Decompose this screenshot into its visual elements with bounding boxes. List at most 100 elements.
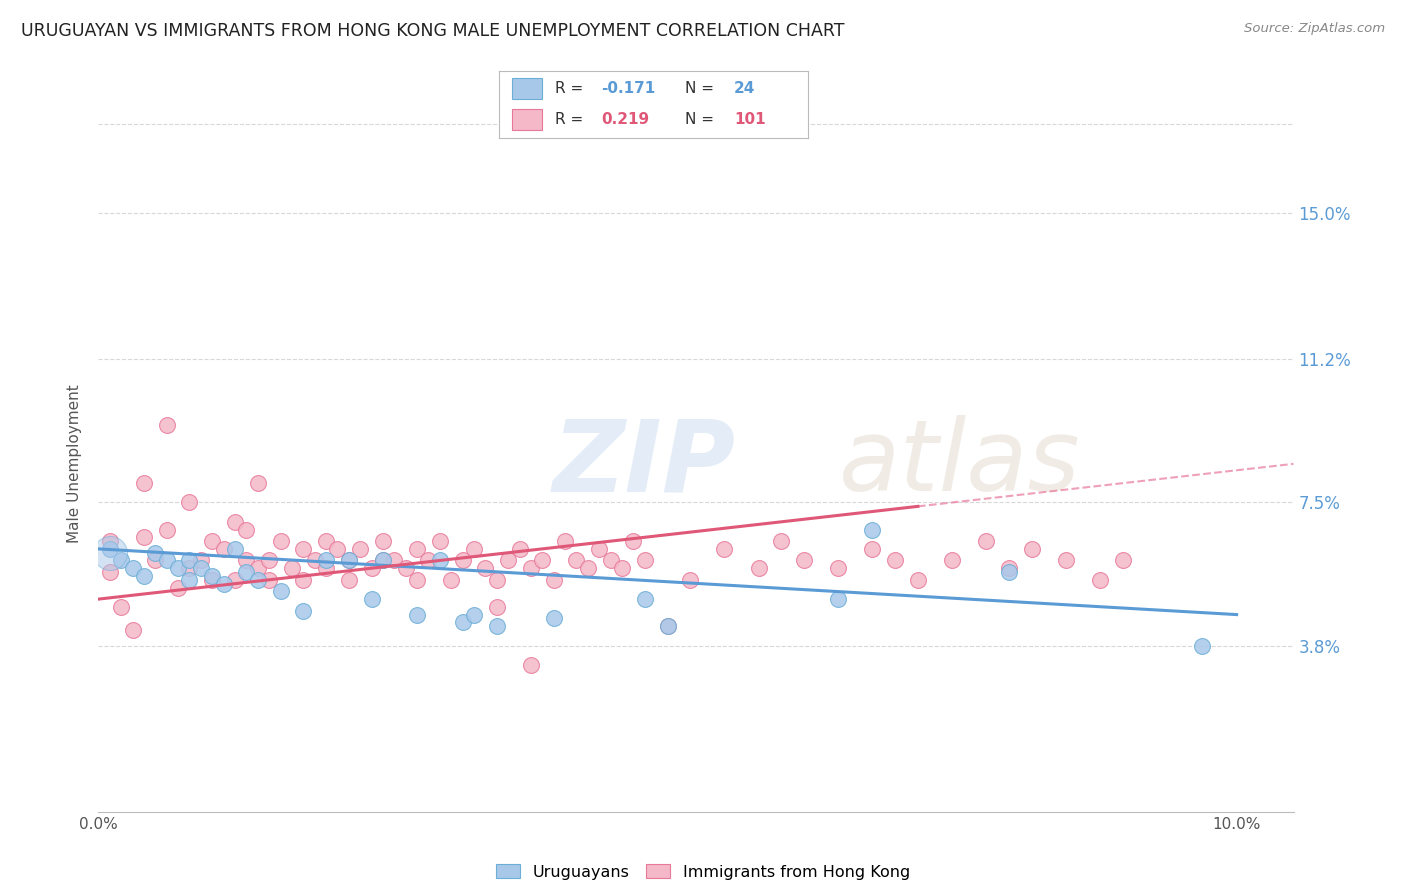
- Point: [998, 561, 1021, 575]
- Point: [543, 611, 565, 625]
- Point: [406, 573, 429, 587]
- Point: [224, 515, 246, 529]
- Point: [98, 565, 121, 579]
- Point: [485, 573, 508, 587]
- FancyBboxPatch shape: [512, 78, 543, 99]
- Point: [257, 573, 280, 587]
- Point: [304, 553, 326, 567]
- Point: [998, 565, 1021, 579]
- Point: [235, 553, 257, 567]
- Point: [941, 553, 963, 567]
- Point: [884, 553, 907, 567]
- Point: [440, 573, 463, 587]
- Point: [292, 604, 315, 618]
- Point: [190, 561, 212, 575]
- Point: [132, 476, 155, 491]
- Point: [98, 541, 121, 556]
- Point: [1112, 553, 1135, 567]
- Text: -0.171: -0.171: [602, 81, 655, 96]
- Point: [657, 619, 679, 633]
- Point: [474, 561, 496, 575]
- Point: [212, 576, 235, 591]
- Point: [1054, 553, 1077, 567]
- Point: [610, 561, 633, 575]
- Point: [315, 534, 337, 549]
- Point: [292, 573, 315, 587]
- Point: [576, 561, 599, 575]
- Point: [860, 541, 883, 556]
- Point: [429, 534, 451, 549]
- Point: [406, 541, 429, 556]
- Point: [337, 553, 360, 567]
- Point: [599, 553, 621, 567]
- Point: [509, 541, 531, 556]
- Point: [190, 553, 212, 567]
- Point: [496, 553, 519, 567]
- Point: [143, 546, 166, 560]
- Point: [463, 607, 485, 622]
- Text: N =: N =: [685, 81, 714, 96]
- Text: R =: R =: [555, 81, 583, 96]
- Point: [132, 530, 155, 544]
- Point: [270, 534, 292, 549]
- Point: [588, 541, 610, 556]
- Point: [1088, 573, 1111, 587]
- Point: [451, 553, 474, 567]
- Point: [382, 553, 405, 567]
- Point: [224, 573, 246, 587]
- Point: [201, 534, 224, 549]
- Point: [179, 495, 201, 509]
- Point: [212, 541, 235, 556]
- Legend: Uruguayans, Immigrants from Hong Kong: Uruguayans, Immigrants from Hong Kong: [496, 864, 910, 880]
- Text: R =: R =: [555, 112, 583, 127]
- Point: [827, 592, 849, 607]
- Point: [110, 553, 132, 567]
- Point: [520, 657, 543, 672]
- Point: [281, 561, 304, 575]
- Point: [257, 553, 280, 567]
- Point: [406, 607, 429, 622]
- Point: [634, 553, 657, 567]
- Point: [770, 534, 793, 549]
- Point: [201, 573, 224, 587]
- Point: [360, 592, 382, 607]
- Point: [246, 476, 269, 491]
- Point: [167, 581, 190, 595]
- Y-axis label: Male Unemployment: Male Unemployment: [67, 384, 83, 543]
- Point: [292, 541, 315, 556]
- Text: Source: ZipAtlas.com: Source: ZipAtlas.com: [1244, 22, 1385, 36]
- Point: [156, 553, 179, 567]
- Point: [98, 534, 121, 549]
- Point: [235, 523, 257, 537]
- Point: [418, 553, 440, 567]
- Point: [554, 534, 576, 549]
- Point: [156, 523, 179, 537]
- Point: [371, 553, 394, 567]
- Point: [143, 553, 166, 567]
- Point: [657, 619, 679, 633]
- Text: URUGUAYAN VS IMMIGRANTS FROM HONG KONG MALE UNEMPLOYMENT CORRELATION CHART: URUGUAYAN VS IMMIGRANTS FROM HONG KONG M…: [21, 22, 845, 40]
- Point: [121, 623, 143, 637]
- Point: [485, 599, 508, 614]
- Text: atlas: atlas: [839, 416, 1081, 512]
- Point: [360, 561, 382, 575]
- Point: [371, 553, 394, 567]
- Point: [974, 534, 997, 549]
- Point: [395, 561, 418, 575]
- Text: 24: 24: [734, 81, 755, 96]
- Text: 101: 101: [734, 112, 766, 127]
- FancyBboxPatch shape: [512, 109, 543, 130]
- Point: [167, 561, 190, 575]
- Point: [121, 561, 143, 575]
- Point: [1021, 541, 1043, 556]
- Point: [179, 553, 201, 567]
- Point: [793, 553, 815, 567]
- Point: [132, 569, 155, 583]
- Point: [679, 573, 702, 587]
- Point: [156, 418, 179, 433]
- Point: [315, 553, 337, 567]
- Point: [429, 553, 451, 567]
- Point: [565, 553, 588, 567]
- Point: [337, 573, 360, 587]
- Point: [179, 561, 201, 575]
